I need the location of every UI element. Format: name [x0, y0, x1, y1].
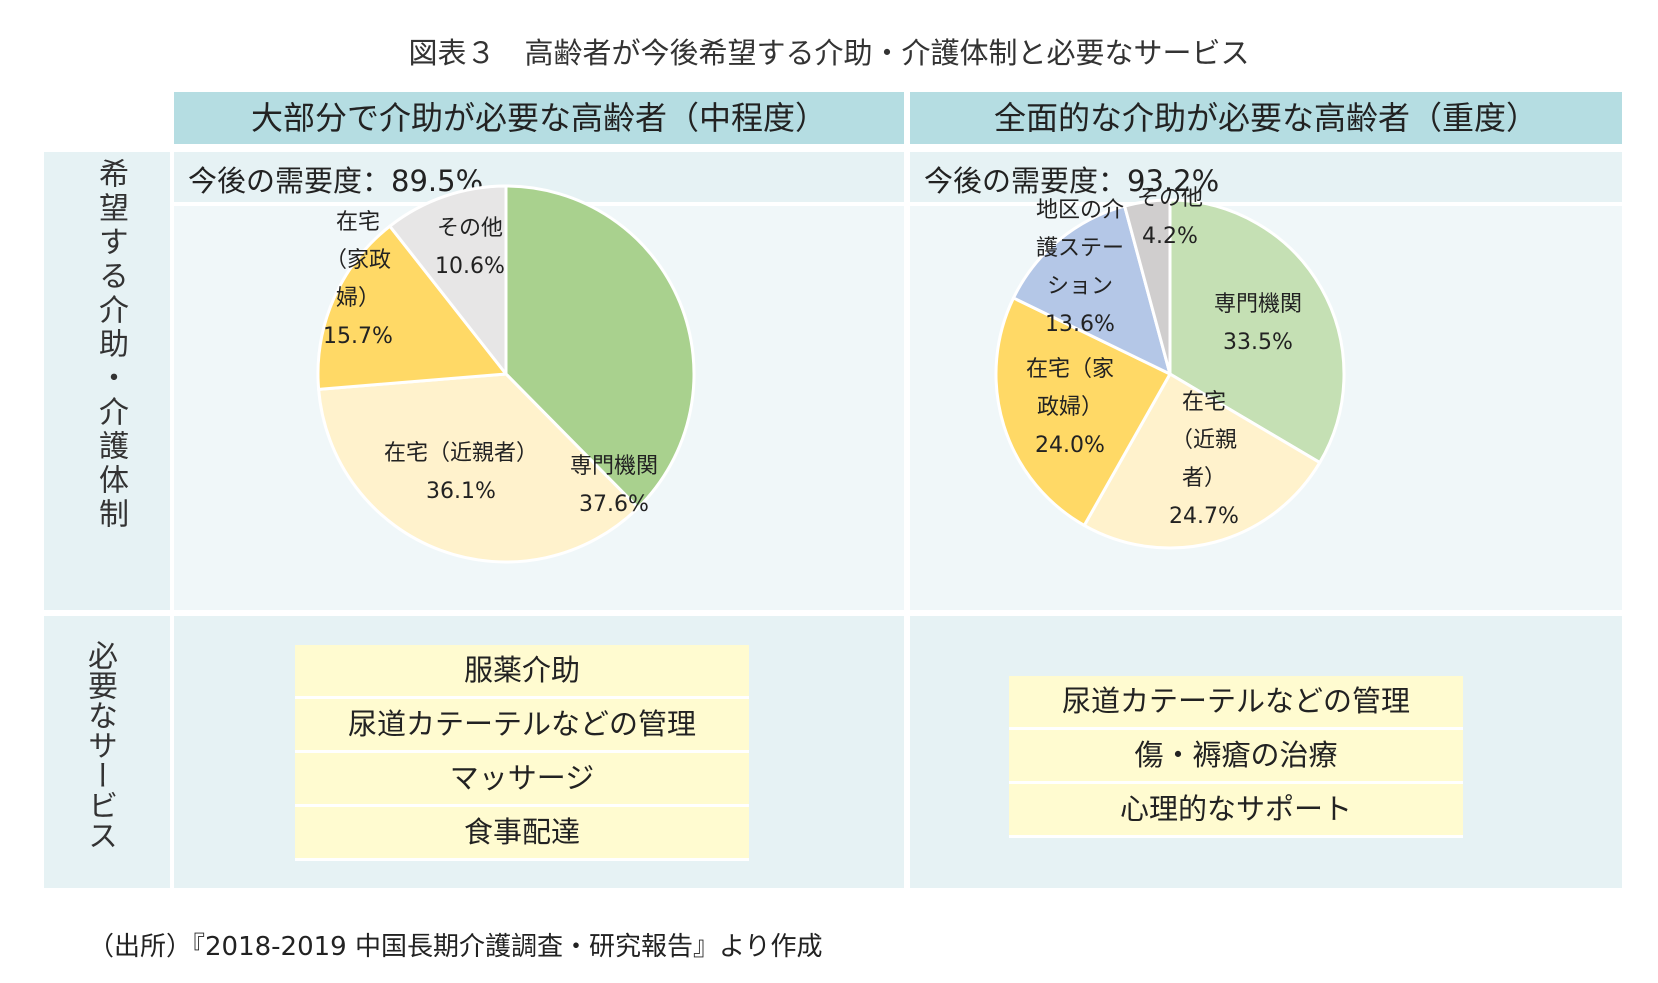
pie-slice [1082, 372, 1322, 550]
slice-value-label: 13.6% [1045, 312, 1115, 337]
demand-text-moderate: 今後の需要度：89.5% [188, 164, 484, 198]
pie-slice [1123, 198, 1172, 376]
source-note: （出所）『2018-2019 中国長期介護調査・研究報告』より作成 [88, 932, 823, 962]
column-header-moderate: 大部分で介助が必要な高齢者（中程度） [174, 92, 904, 144]
pie-slice [388, 184, 508, 376]
service-list-moderate: 服薬介助 尿道カテーテルなどの管理 マッサージ 食事配達 [295, 645, 749, 861]
slice-label: 在宅 （家政婦） 15.7% [323, 210, 393, 349]
column-header-severe: 全面的な介助が必要な高齢者（重度） [910, 92, 1622, 144]
slice-category-label: （近親 [1171, 428, 1237, 453]
slice-value-label: 4.2% [1142, 224, 1198, 249]
slice-label: 在宅 （近親者） 24.7% [1169, 390, 1239, 529]
service-item: 服薬介助 [295, 645, 749, 699]
slice-category-label: 在宅 [1182, 390, 1226, 415]
slice-category-label: 地区の介 [1036, 198, 1124, 223]
slice-category-label: （家政 [325, 248, 391, 273]
row-label-cell-services [44, 616, 170, 888]
service-list-severe: 尿道カテーテルなどの管理 傷・褥瘡の治療 心理的なサポート [1009, 676, 1463, 838]
slice-label: 地区の介護ステーション 13.6% [1036, 198, 1124, 337]
slice-value-label: 24.7% [1169, 504, 1239, 529]
service-item: 心理的なサポート [1009, 784, 1463, 838]
slice-category-label: 専門機関 [570, 454, 658, 479]
demand-band-right [910, 152, 1622, 202]
demand-text-severe: 今後の需要度：93.2% [924, 164, 1220, 198]
slice-label: 専門機関 33.5% [1214, 292, 1302, 355]
slice-category-label: 者） [1182, 466, 1226, 491]
slice-category-label: 政婦） [1037, 395, 1103, 420]
slice-category-label: 護ステー [1036, 236, 1124, 261]
service-item: 傷・褥瘡の治療 [1009, 730, 1463, 784]
pie-slice [317, 372, 640, 564]
service-item: 食事配達 [295, 807, 749, 861]
slice-label: その他 10.6% [435, 216, 505, 279]
pie-slice [994, 296, 1172, 527]
slice-value-label: 37.6% [579, 492, 649, 517]
slice-category-label: 在宅 [336, 210, 380, 235]
slice-label: 専門機関 37.6% [570, 454, 658, 517]
row-label-wish: 希望する介助・介護体制 [93, 158, 128, 532]
slice-category-label: その他 [1137, 186, 1203, 211]
slice-category-label: 在宅（近親者） [384, 441, 538, 466]
slice-value-label: 10.6% [435, 254, 505, 279]
row-label-cell-wish [44, 152, 170, 610]
pie-slice [316, 224, 508, 391]
slice-category-label: 専門機関 [1214, 292, 1302, 317]
chart-title: 図表３ 高齢者が今後希望する介助・介護体制と必要なサービス [408, 36, 1250, 70]
slice-category-label: その他 [437, 216, 503, 241]
pie-slice [1168, 198, 1346, 465]
row-label-services: 必要なサービス [82, 640, 117, 850]
slice-value-label: 15.7% [323, 324, 393, 349]
slice-value-label: 36.1% [426, 479, 496, 504]
pie-slice [1012, 204, 1172, 376]
slice-category-label: 婦） [336, 286, 380, 311]
slice-label: 在宅（家政婦） 24.0% [1026, 357, 1114, 458]
pie-chart-moderate: 専門機関 37.6% 在宅（近親者） 36.1% 在宅 （家政婦） 15.7% その他 10.6… [316, 184, 696, 564]
pie-slice [504, 184, 696, 510]
slice-category-label: ション [1047, 274, 1113, 299]
pie-chart-severe: 専門機関 33.5% 在宅 （近親者） 24.7% 在宅（家政婦） 24.0% 地区の介護ステ… [994, 186, 1346, 550]
service-item: 尿道カテーテルなどの管理 [1009, 676, 1463, 730]
slice-label: 在宅（近親者） 36.1% [384, 441, 538, 504]
slice-value-label: 33.5% [1223, 330, 1293, 355]
slice-value-label: 24.0% [1035, 433, 1105, 458]
slice-category-label: 在宅（家 [1026, 357, 1114, 382]
service-item: 尿道カテーテルなどの管理 [295, 699, 749, 753]
service-item: マッサージ [295, 753, 749, 807]
slice-label: その他 4.2% [1137, 186, 1203, 249]
